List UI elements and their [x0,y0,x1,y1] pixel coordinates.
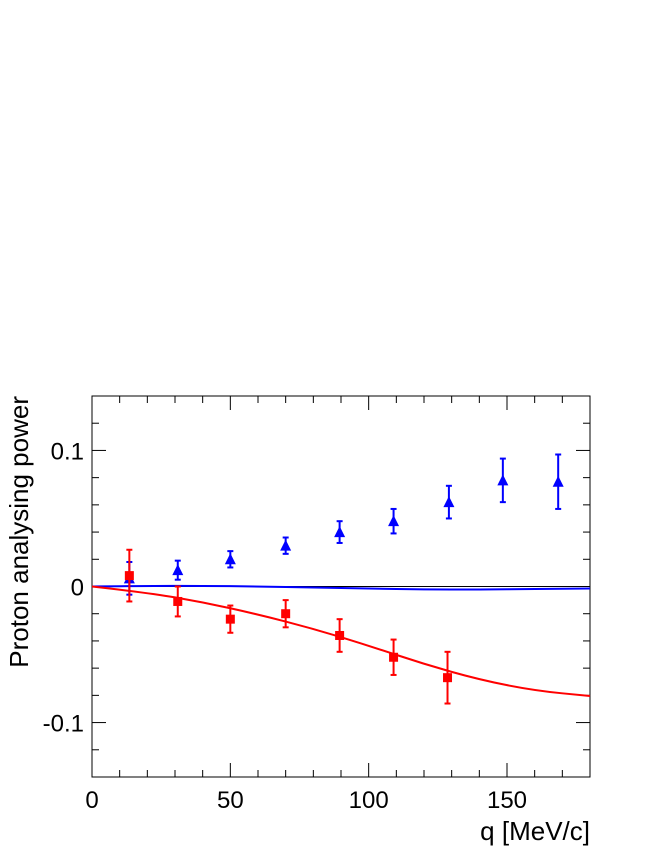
data-point-square [173,596,183,606]
data-point-square [389,652,399,662]
data-point-square [124,571,134,581]
data-point-triangle [497,474,509,486]
theory-curve [91,585,591,698]
data-point-square [225,614,235,624]
data-point-square [335,630,345,640]
data-point-triangle [172,564,184,576]
x-axis-label: q [MeV/c] [480,816,590,846]
y-tick-label: 0.1 [51,438,84,465]
x-tick-label: 50 [217,787,244,814]
data-point-triangle [280,539,292,551]
data-point-triangle [552,475,564,487]
theory-curves [91,584,591,698]
data-points [123,453,564,705]
x-tick-label: 0 [85,787,98,814]
data-point-triangle [334,526,346,538]
y-axis-label: Proton analysing power [4,396,34,668]
data-point-triangle [443,496,455,508]
data-point-square [443,673,453,683]
data-point-square [281,609,291,619]
x-tick-label: 100 [349,787,389,814]
data-point-triangle [224,553,236,565]
y-tick-label: -0.1 [43,711,84,738]
theory-curve [91,584,591,591]
axis-ticks [91,395,591,778]
data-point-triangle [388,515,400,527]
y-tick-label: 0 [71,575,84,602]
x-tick-label: 150 [487,787,527,814]
axis-tick-labels: 0 50 100 150 -0.1 0 0.1 [43,438,527,814]
